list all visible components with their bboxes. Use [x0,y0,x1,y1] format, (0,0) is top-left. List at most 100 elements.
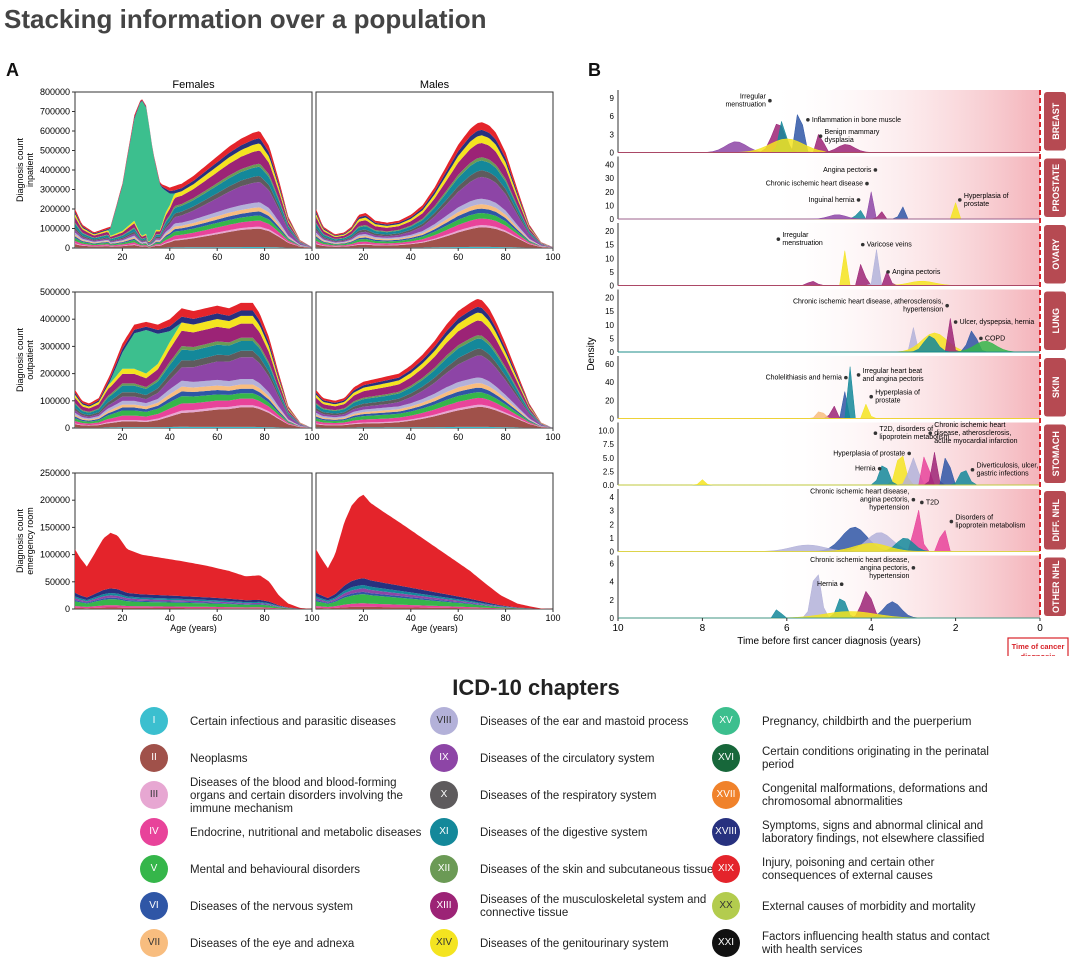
strip-y-tick-label: 9 [610,94,615,103]
x-tick-label: 10 [612,623,624,634]
strip-y-tick-label: 30 [605,174,614,183]
legend-swatch: V [140,855,168,883]
annotation-line: hypertension [869,505,909,512]
annotation-line: menstruation [725,102,766,109]
area-layer-II [316,227,553,248]
annotation-dot [958,198,962,202]
x-axis-label: Time before first cancer diagnosis (year… [737,636,921,647]
area-layer-V [316,213,553,248]
annotation-line: Disorders of [955,515,993,522]
legend-item: XV Pregnancy, childbirth and the puerperi… [712,704,1002,740]
annotation-line: Angina pectoris [892,269,941,276]
density-peak [618,609,1040,619]
y-axis-label-line: Diagnosis count [15,508,25,573]
annotation-line: menstruation [782,240,823,247]
legend-swatch: XV [712,707,740,735]
legend-item: I Certain infectious and parasitic diseas… [140,704,430,740]
area-layer-XVIII [75,100,312,248]
annotation-line: COPD [985,335,1005,342]
area-layer-XV [75,315,312,428]
annotation-dot [928,431,933,436]
area-layer-II [75,607,312,609]
strip-y-tick-label: 5.0 [603,454,615,463]
area-layer-I [75,247,312,248]
annotation-text: Hyperplasia of prostate [875,390,920,405]
annotation-dot [920,500,924,505]
column-title: Males [420,79,450,91]
area-layer-IV [75,605,312,609]
strip-background [618,489,1040,552]
annotation-line: Benign mammary [825,129,880,136]
annotation-line: and angina pectoris [863,376,925,383]
x-tick-label: 60 [453,252,463,262]
legend-item: XIV Diseases of the genitourinary system [430,926,720,962]
area-layer-V [75,599,312,609]
strip-diff-nhl: 0 1 2 3 4 DIFF. NHL Chronic ischemic heart dis… [610,489,1066,557]
annotation-dot [806,118,810,122]
annotation-line: Ulcer, dyspepsia, hernia [960,319,1035,326]
annotation-dot [873,168,878,172]
area-layer-VI [75,211,312,248]
cancer-label: DIFF. NHL [1051,499,1061,542]
x-tick-label: 80 [260,613,270,623]
strip-y-tick-label: 1 [610,534,615,543]
y-axis-label-line: emergency room [25,507,35,575]
x-tick-label: 100 [545,432,560,442]
legend-label: External causes of morbidity and mortali… [762,900,976,913]
annotation-text: COPD [985,335,1005,342]
cancer-label: SKIN [1051,376,1061,398]
strip-y-tick-label: 0 [610,215,615,224]
annotation-text: Angina pectoris [823,167,872,174]
annotation-line: angina pectoris, [860,565,909,572]
legend-label: Certain conditions originating in the pe… [762,746,989,771]
strip-y-tick-label: 2.5 [603,467,615,476]
legend-label: Diseases of the eye and adnexa [190,937,355,950]
x-tick-label: 60 [212,613,222,623]
area-layer-XIII [316,143,553,248]
legend-swatch: IX [430,744,458,772]
annotation-line: Angina pectoris [823,167,872,174]
annotation-dot [869,394,873,399]
figure-title: Stacking information over a population [4,4,487,34]
density-peak [618,335,1040,353]
annotation-dot [953,320,958,324]
x-tick-label: 100 [304,432,319,442]
annotation-line: Varicose veins [867,242,913,249]
strip-y-tick-label: 2 [610,596,615,605]
area-layer-VII [75,384,312,428]
x-tick-label: 100 [545,252,560,262]
diagnosis-marker-box [1007,637,1069,656]
legend-item: X Diseases of the respiratory system [430,778,720,814]
legend-swatch: VI [140,892,168,920]
annotation-dot [865,181,869,186]
y-tick-label: 300000 [40,185,70,195]
annotation-dot [911,566,916,570]
legend-label: Mental and behavioural disorders [190,863,361,876]
annotation-text: Chronic ischemic heart disease, atherosc… [793,299,943,314]
annotation-text: Disorders of lipoprotein metabolism [955,515,1025,530]
legend-label: Neoplasms [190,752,248,765]
area-layer-XIV [316,135,553,248]
area-layer-XIX [75,99,312,248]
annotation-line: hypertension [903,307,943,314]
area-layer-III [75,226,312,248]
density-peak [618,403,1040,419]
x-tick-label: 40 [406,432,416,442]
panel-letter-a: A [6,60,19,80]
legend-label: Diseases of the genitourinary system [480,937,669,950]
cancer-label: BREAST [1051,102,1061,140]
strip-breast: 0 3 6 9 BREAST Irregular menstruation Inflammat… [610,90,1066,158]
annotation-dot [911,497,916,502]
annotation-line: Chronic ischemic heart disease, atherosc… [793,299,943,306]
annotation-dot [873,431,878,436]
area-layer-VIII [75,379,312,428]
legend-item: XI Diseases of the digestive system [430,815,720,851]
cancer-label: OVARY [1051,239,1061,270]
x-tick-label: 60 [453,613,463,623]
cancer-label-box [1044,424,1066,483]
annotation-dot [844,375,848,380]
area-layer-II [316,406,553,428]
strip-y-tick-label: 0 [610,614,615,623]
legend-item: II Neoplasms [140,741,430,777]
legend-item: XVIII Symptoms, signs and abnormal clinic… [712,815,1002,851]
